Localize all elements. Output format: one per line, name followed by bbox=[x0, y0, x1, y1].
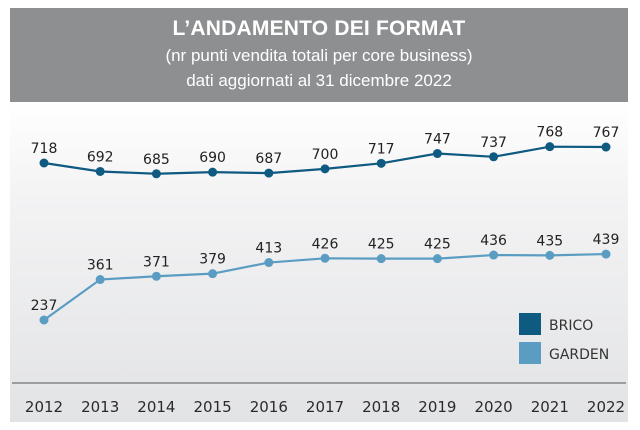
data-point-brico bbox=[208, 167, 218, 177]
data-label-garden: 237 bbox=[31, 298, 58, 314]
x-tick-label: 2016 bbox=[250, 398, 288, 416]
data-label-brico: 685 bbox=[143, 152, 170, 168]
chart-subtitle: (nr punti vendita totali per core busine… bbox=[165, 46, 473, 65]
data-point-brico bbox=[320, 164, 330, 174]
data-label-garden: 371 bbox=[143, 254, 170, 270]
data-label-garden: 361 bbox=[87, 258, 114, 274]
chart-header: L’ANDAMENTO DEI FORMAT (nr punti vendita… bbox=[10, 8, 628, 102]
data-label-brico: 690 bbox=[199, 150, 226, 166]
legend-swatch-brico bbox=[519, 313, 541, 335]
data-label-garden: 435 bbox=[536, 233, 563, 249]
legend-label-garden: GARDEN bbox=[549, 347, 609, 363]
data-point-brico bbox=[39, 158, 49, 168]
data-point-garden bbox=[208, 269, 218, 279]
plot-background bbox=[10, 102, 628, 422]
data-point-brico bbox=[545, 142, 555, 152]
x-tick-label: 2012 bbox=[25, 398, 63, 416]
data-label-brico: 692 bbox=[87, 149, 114, 165]
data-label-garden: 436 bbox=[480, 233, 507, 249]
data-point-brico bbox=[489, 152, 499, 162]
x-tick-label: 2015 bbox=[194, 398, 232, 416]
data-label-brico: 768 bbox=[536, 125, 563, 141]
data-point-garden bbox=[264, 258, 274, 268]
data-point-garden bbox=[545, 250, 555, 260]
legend-swatch-garden bbox=[519, 342, 541, 364]
data-label-garden: 425 bbox=[424, 237, 451, 253]
data-label-brico: 717 bbox=[368, 141, 395, 157]
data-label-brico: 767 bbox=[593, 125, 620, 141]
data-label-garden: 379 bbox=[199, 252, 226, 268]
data-point-brico bbox=[151, 169, 161, 179]
chart-title: L’ANDAMENTO DEI FORMAT bbox=[172, 17, 466, 40]
data-point-brico bbox=[432, 149, 442, 159]
data-point-garden bbox=[151, 271, 161, 281]
x-tick-label: 2017 bbox=[306, 398, 344, 416]
data-label-garden: 426 bbox=[312, 236, 339, 252]
legend-label-brico: BRICO bbox=[549, 318, 593, 334]
data-point-garden bbox=[376, 254, 386, 264]
data-point-garden bbox=[95, 275, 105, 285]
data-point-brico bbox=[264, 168, 274, 178]
data-point-garden bbox=[432, 254, 442, 264]
data-point-brico bbox=[376, 158, 386, 168]
x-tick-label: 2022 bbox=[587, 398, 625, 416]
chart-date-note: dati aggiornati al 31 dicembre 2022 bbox=[186, 71, 452, 90]
data-point-brico bbox=[95, 166, 105, 176]
data-label-brico: 687 bbox=[255, 151, 282, 167]
data-label-garden: 439 bbox=[593, 232, 620, 248]
data-point-garden bbox=[489, 250, 499, 260]
data-point-garden bbox=[39, 315, 49, 325]
data-point-garden bbox=[601, 249, 611, 259]
data-label-brico: 718 bbox=[31, 141, 58, 157]
x-tick-label: 2020 bbox=[475, 398, 513, 416]
x-tick-label: 2013 bbox=[81, 398, 119, 416]
data-label-brico: 747 bbox=[424, 132, 451, 148]
x-tick-label: 2018 bbox=[362, 398, 400, 416]
data-label-brico: 737 bbox=[480, 135, 507, 151]
x-tick-label: 2019 bbox=[418, 398, 456, 416]
x-tick-label: 2014 bbox=[137, 398, 175, 416]
data-point-garden bbox=[320, 253, 330, 263]
x-tick-label: 2021 bbox=[531, 398, 569, 416]
data-label-brico: 700 bbox=[312, 147, 339, 163]
data-label-garden: 425 bbox=[368, 237, 395, 253]
data-point-brico bbox=[601, 142, 611, 152]
data-label-garden: 413 bbox=[255, 241, 282, 257]
